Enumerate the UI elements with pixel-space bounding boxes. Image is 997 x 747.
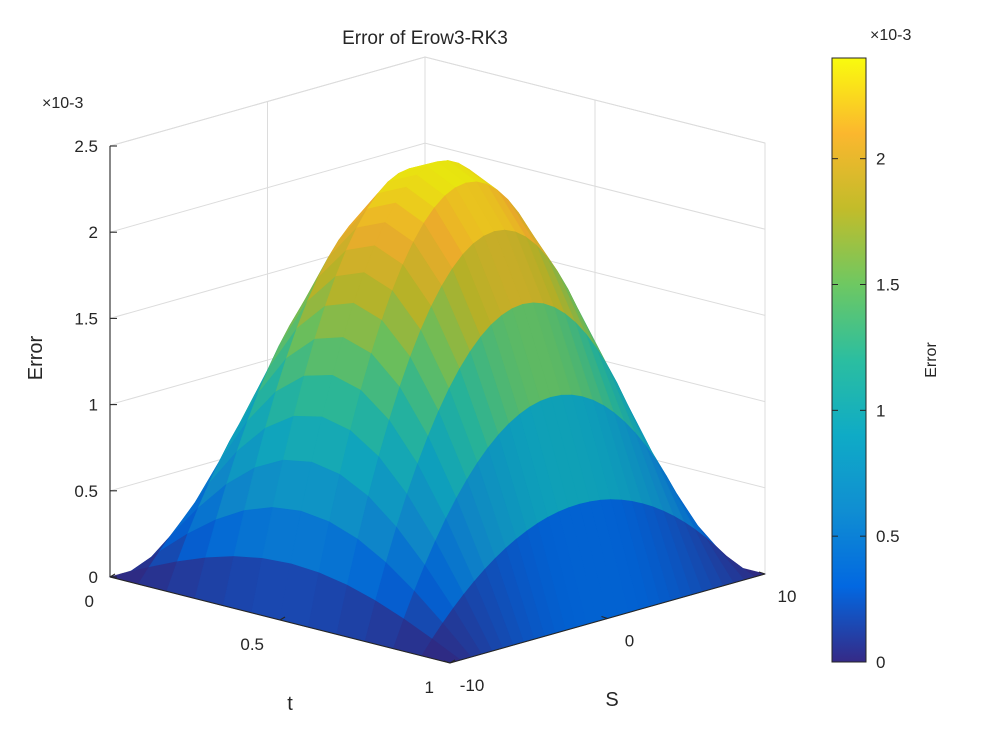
z-gridline (109, 142, 766, 233)
s-tick (758, 571, 766, 575)
chart-title: Error of Erow3-RK3 (342, 28, 508, 49)
s-tick-label: -10 (460, 676, 485, 695)
s-tick-label: 0 (625, 632, 634, 651)
z-gridline (109, 56, 766, 147)
t-tick (279, 616, 286, 621)
t-tick-label: 0.5 (240, 635, 264, 654)
colorbar-tick-label: 0.5 (876, 527, 900, 546)
z-tick-label: 1 (89, 396, 98, 415)
colorbar-tick-label: 0 (876, 653, 885, 672)
z-tick-label: 0 (89, 568, 98, 587)
s-tick (443, 660, 451, 664)
colorbar-label: Error (923, 342, 940, 378)
z-tick-label: 2.5 (74, 137, 98, 156)
s-tick (601, 615, 608, 620)
colorbar-ticks: 0 0.5 1 1.5 2 (832, 150, 900, 672)
colorbar-exponent: ×10-3 (870, 27, 911, 44)
z-axis-label: Error (25, 335, 47, 380)
t-tick-label: 1 (425, 678, 434, 697)
colorbar: 0 0.5 1 1.5 2 ×10-3 Error (831, 27, 940, 672)
z-tick-label: 0.5 (74, 482, 98, 501)
t-tick (449, 659, 456, 664)
z-tick-label: 2 (89, 223, 98, 242)
error-surface (108, 160, 767, 664)
tick-labels: 0 0.5 1 1.5 2 2.5 0 0.5 1 -10 0 10 (74, 137, 796, 697)
colorbar-gradient (831, 57, 867, 663)
z-axis-exponent: ×10-3 (42, 95, 83, 112)
t-tick-label: 0 (85, 592, 94, 611)
y-axis-label: S (605, 689, 618, 711)
colorbar-tick-label: 1 (876, 401, 885, 420)
axes (109, 145, 766, 664)
x-axis-label: t (287, 693, 293, 715)
t-tick (109, 573, 116, 578)
colorbar-tick-label: 2 (876, 150, 885, 169)
z-tick-label: 1.5 (74, 309, 98, 328)
colorbar-tick-label: 1.5 (876, 276, 900, 295)
s-tick-label: 10 (778, 587, 797, 606)
